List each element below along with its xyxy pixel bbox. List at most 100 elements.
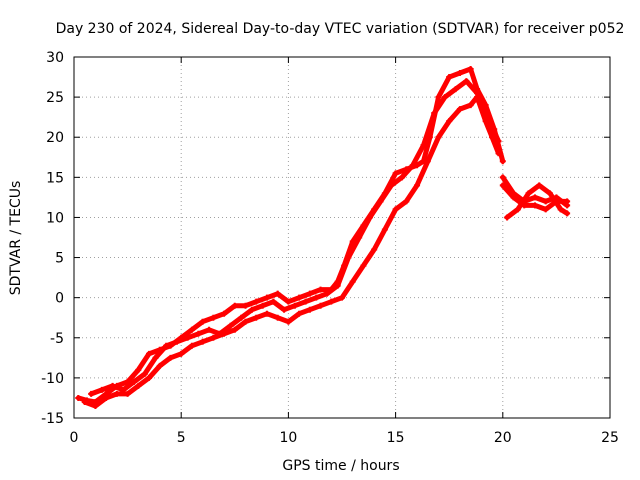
y-axis-label: SDTVAR / TECUs — [8, 181, 24, 296]
data-point — [146, 350, 153, 357]
data-point — [296, 310, 303, 317]
data-point — [81, 398, 88, 405]
data-point — [285, 298, 292, 305]
data-point — [536, 182, 543, 189]
data-point — [210, 314, 217, 321]
data-point — [414, 182, 421, 189]
data-point — [131, 378, 138, 385]
data-point — [377, 198, 384, 205]
data-point — [98, 386, 105, 393]
data-point — [313, 294, 320, 301]
data-point — [274, 314, 281, 321]
data-point — [92, 402, 99, 409]
data-point — [263, 310, 270, 317]
data-point — [188, 326, 195, 333]
data-point — [231, 302, 238, 309]
data-point — [441, 94, 448, 101]
data-point — [199, 318, 206, 325]
data-point — [163, 342, 170, 349]
data-point — [474, 90, 481, 97]
data-point — [302, 298, 309, 305]
data-point — [557, 206, 564, 213]
data-point — [296, 294, 303, 301]
data-point — [221, 310, 228, 317]
data-point — [525, 190, 532, 197]
data-point — [403, 198, 410, 205]
y-tick-label: -15 — [41, 411, 64, 427]
data-point — [564, 198, 571, 205]
y-tick-label: 30 — [46, 50, 64, 66]
data-point — [75, 394, 82, 401]
data-point — [531, 202, 538, 209]
data-point — [446, 118, 453, 125]
data-point — [452, 86, 459, 93]
data-point — [371, 246, 378, 253]
data-point — [521, 202, 528, 209]
y-tick-label: -10 — [41, 371, 64, 387]
data-point — [184, 334, 191, 341]
data-point — [334, 282, 341, 289]
data-point — [463, 78, 470, 85]
data-point — [231, 326, 238, 333]
data-point — [553, 198, 560, 205]
data-point — [420, 142, 427, 149]
data-point — [206, 326, 213, 333]
data-point — [456, 106, 463, 113]
data-point — [499, 174, 506, 181]
data-point — [504, 214, 511, 221]
data-point — [216, 330, 223, 337]
data-point — [399, 174, 406, 181]
data-point — [495, 138, 502, 145]
data-point — [124, 390, 131, 397]
x-tick-label: 25 — [601, 430, 619, 446]
data-point — [274, 290, 281, 297]
data-point — [103, 394, 110, 401]
axes: 0 5 10 15 20 25 -15 -10 -5 0 5 10 15 20 25 30 — [41, 50, 619, 446]
data-point — [281, 306, 288, 313]
data-point — [339, 294, 345, 301]
data-point — [317, 302, 324, 309]
data-point — [531, 194, 538, 201]
x-tick-label: 15 — [387, 430, 405, 446]
data-point — [424, 158, 431, 165]
data-point — [467, 102, 474, 109]
data-point — [484, 114, 491, 121]
x-tick-label: 10 — [279, 430, 297, 446]
y-tick-label: -5 — [50, 331, 64, 347]
data-point — [135, 366, 142, 373]
y-tick-label: 10 — [46, 210, 64, 226]
y-tick-label: 20 — [46, 130, 64, 146]
data-point — [270, 298, 277, 305]
data-point — [328, 298, 335, 305]
data-point — [113, 390, 120, 397]
y-tick-label: 25 — [46, 90, 64, 106]
data-point — [120, 386, 127, 393]
data-point — [345, 254, 352, 261]
data-point — [253, 314, 260, 321]
data-point — [456, 70, 463, 77]
data-point — [248, 306, 255, 313]
data-point — [467, 66, 474, 73]
data-point — [392, 170, 399, 177]
data-point — [306, 290, 313, 297]
data-point — [285, 318, 292, 325]
data-point — [306, 306, 313, 313]
data-point — [259, 302, 266, 309]
data-point — [514, 206, 521, 213]
y-tick-label: 0 — [55, 291, 64, 307]
data-point — [242, 302, 249, 309]
data-point — [431, 110, 438, 117]
data-point — [349, 278, 356, 285]
data-point — [167, 354, 174, 361]
data-point — [317, 286, 324, 293]
y-tick-label: 5 — [55, 251, 64, 267]
plot-frame — [73, 56, 611, 419]
data-point — [409, 162, 416, 169]
data-point — [253, 298, 260, 305]
data-point — [238, 314, 245, 321]
data-point — [291, 302, 298, 309]
data-point — [227, 322, 234, 329]
data-point — [199, 338, 206, 345]
data-point — [109, 382, 116, 389]
